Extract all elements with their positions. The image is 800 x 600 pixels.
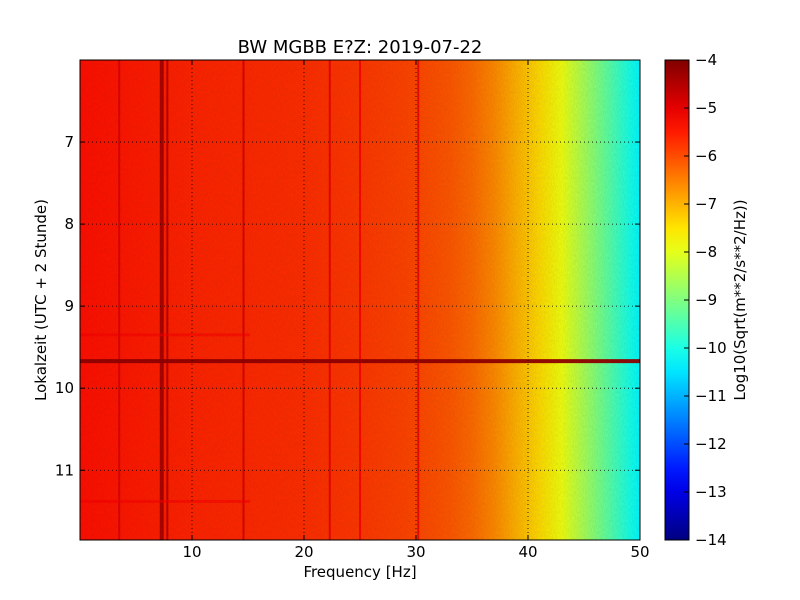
x-tick-label: 40 <box>518 543 537 561</box>
x-tick-label: 50 <box>630 543 649 561</box>
colorbar-tick-label: −9 <box>695 291 717 309</box>
y-tick-label: 7 <box>64 133 74 151</box>
colorbar-label: Log10(Sqrt(m**2/s**2/Hz)) <box>731 199 749 400</box>
y-tick-label: 8 <box>64 215 74 233</box>
y-axis: 7 8 9 10 11 <box>55 133 640 479</box>
grid-lines <box>80 60 640 540</box>
colorbar-tick-label: −11 <box>695 387 727 405</box>
colorbar-tick-label: −12 <box>695 435 727 453</box>
chart-title: BW MGBB E?Z: 2019-07-22 <box>238 37 483 58</box>
x-tick-label: 10 <box>182 543 201 561</box>
x-tick-label: 20 <box>294 543 313 561</box>
colorbar-tick-label: −5 <box>695 99 717 117</box>
plot-frame <box>79 59 641 541</box>
colorbar-tick-label: −14 <box>695 531 727 549</box>
x-axis: 10 20 30 40 50 <box>182 60 650 561</box>
colorbar-tick-label: −10 <box>695 339 727 357</box>
y-tick-label: 10 <box>55 379 74 397</box>
colorbar-tick-label: −13 <box>695 483 727 501</box>
colorbar-tick-label: −7 <box>695 195 717 213</box>
colorbar-tick-label: −8 <box>695 243 717 261</box>
y-tick-label: 11 <box>55 461 74 479</box>
x-tick-label: 30 <box>406 543 425 561</box>
spectrogram-texture <box>80 60 640 540</box>
y-tick-label: 9 <box>64 297 74 315</box>
colorbar-tick-label: −4 <box>695 51 717 69</box>
colorbar-tick-label: −6 <box>695 147 717 165</box>
colorbar-axis: −4 −5 −6 −7 −8 −9 −10 −11 −12 −13 −14 <box>684 51 727 549</box>
x-axis-label: Frequency [Hz] <box>303 563 416 581</box>
y-axis-label: Lokalzeit (UTC + 2 Stunde) <box>32 199 50 401</box>
